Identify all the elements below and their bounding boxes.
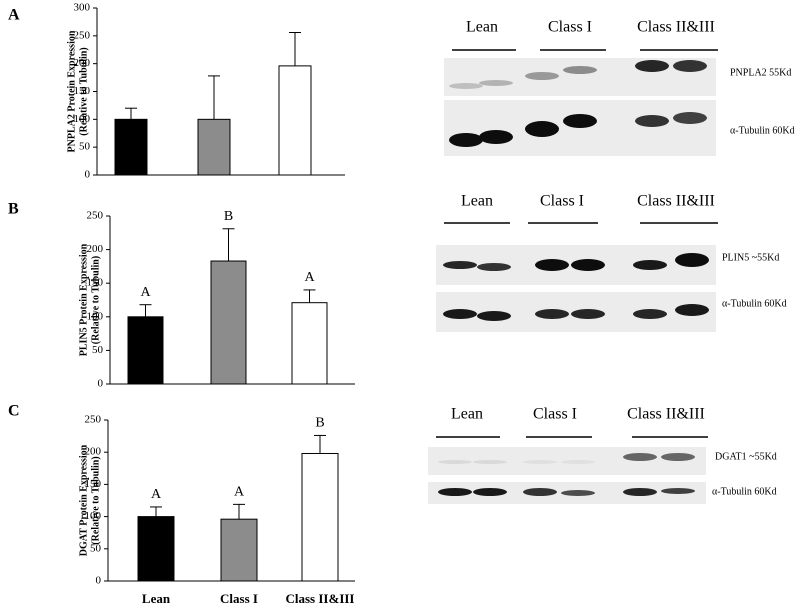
lane-group-label: Class I <box>548 19 592 36</box>
blot-band <box>535 309 569 319</box>
blot-band <box>635 115 669 127</box>
x-tick-label: Class II&III <box>286 591 355 606</box>
y-tick-label: 100 <box>87 310 104 322</box>
y-tick-label: 250 <box>74 29 91 41</box>
blot-band <box>571 309 605 319</box>
blot-band <box>661 453 695 461</box>
blot-band <box>523 488 557 496</box>
blot-band <box>571 259 605 271</box>
significance-letter: A <box>234 485 245 500</box>
blot-band <box>623 488 657 496</box>
y-tick-label: 100 <box>74 113 91 125</box>
blot-band <box>675 304 709 316</box>
panel-label: C <box>8 403 20 420</box>
blot-band <box>449 133 483 147</box>
blot-band <box>623 453 657 461</box>
y-axis-label: (Relative to Tubulin) <box>78 47 89 135</box>
blot-band <box>563 66 597 74</box>
y-tick-label: 0 <box>96 575 102 587</box>
bar <box>278 65 312 176</box>
lane-group-label: Class I <box>533 406 577 423</box>
blot-band <box>443 309 477 319</box>
y-axis-label: (Relative to Tubulin) <box>90 256 101 344</box>
lane-group-label: Class II&III <box>637 193 715 210</box>
y-tick-label: 200 <box>87 243 104 255</box>
blot-band <box>473 460 507 464</box>
significance-letter: B <box>224 209 233 224</box>
bar <box>210 260 247 385</box>
significance-letter: A <box>140 285 151 300</box>
blot-band <box>479 130 513 144</box>
y-tick-label: 0 <box>85 169 91 181</box>
y-tick-label: 200 <box>85 446 102 458</box>
panel-label: B <box>8 201 19 218</box>
y-axis-label: PNPLA2 Protein Expression <box>66 30 77 152</box>
blot-band <box>535 259 569 271</box>
bar <box>137 516 175 582</box>
bar <box>114 118 148 176</box>
lane-group-label: Class II&III <box>637 19 715 36</box>
y-axis-label: (Relative to Tubulin) <box>90 456 101 544</box>
band-label: α-Tubulin 60Kd <box>722 298 787 309</box>
blot-band <box>443 261 477 269</box>
y-tick-label: 250 <box>87 210 104 222</box>
blot-band <box>673 60 707 72</box>
blot-band <box>449 83 483 89</box>
blot-band <box>479 80 513 86</box>
blot-band <box>661 488 695 494</box>
y-tick-label: 150 <box>87 277 104 289</box>
blot-band <box>675 253 709 267</box>
bar <box>127 316 164 385</box>
blot-strip <box>444 58 716 96</box>
blot-band <box>477 263 511 271</box>
lane-group-label: Class I <box>540 193 584 210</box>
y-tick-label: 50 <box>79 141 91 153</box>
band-label: α-Tubulin 60Kd <box>730 125 795 136</box>
blot-band <box>561 460 595 464</box>
y-tick-label: 300 <box>74 2 91 14</box>
significance-letter: B <box>315 416 324 431</box>
significance-letter: A <box>151 487 162 502</box>
bar <box>220 518 258 582</box>
bar <box>291 302 328 385</box>
bar <box>197 118 231 176</box>
band-label: DGAT1 ~55Kd <box>715 451 777 462</box>
band-label: PNPLA2 55Kd <box>730 67 791 78</box>
lane-group-label: Lean <box>461 193 493 210</box>
band-label: α-Tubulin 60Kd <box>712 486 777 497</box>
blot-band <box>523 460 557 464</box>
y-tick-label: 100 <box>85 510 102 522</box>
panel-label: A <box>8 7 20 24</box>
blot-band <box>563 114 597 128</box>
x-tick-label: Class I <box>220 591 258 606</box>
lane-group-label: Lean <box>451 406 483 423</box>
lane-group-label: Class II&III <box>627 406 705 423</box>
y-tick-label: 50 <box>90 542 102 554</box>
blot-band <box>438 488 472 496</box>
blot-band <box>633 260 667 270</box>
blot-band <box>525 72 559 80</box>
blot-band <box>561 490 595 496</box>
blot-band <box>635 60 669 72</box>
y-tick-label: 150 <box>74 85 91 97</box>
blot-band <box>525 121 559 137</box>
y-tick-label: 250 <box>85 414 102 426</box>
y-axis-label: PLIN5 Protein Expression <box>78 243 89 356</box>
blot-band <box>633 309 667 319</box>
x-tick-label: Lean <box>142 591 171 606</box>
band-label: PLIN5 ~55Kd <box>722 252 779 263</box>
blot-band <box>438 460 472 464</box>
blot-band <box>673 112 707 124</box>
blot-band <box>477 311 511 321</box>
significance-letter: A <box>304 270 315 285</box>
bar <box>301 452 339 582</box>
y-tick-label: 200 <box>74 57 91 69</box>
y-axis-label: DGAT Protein Expression <box>78 444 89 556</box>
blot-band <box>473 488 507 496</box>
y-tick-label: 150 <box>85 478 102 490</box>
lane-group-label: Lean <box>466 19 498 36</box>
y-tick-label: 50 <box>92 344 104 356</box>
y-tick-label: 0 <box>98 378 104 390</box>
